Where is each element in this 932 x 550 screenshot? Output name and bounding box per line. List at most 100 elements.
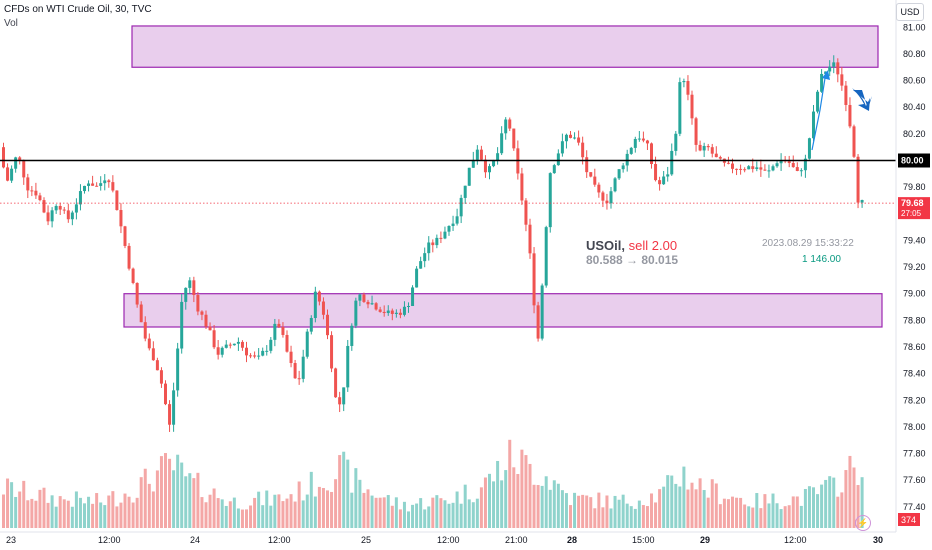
volume-bar [731, 496, 734, 528]
volume-bar [650, 493, 653, 528]
volume-bar [95, 493, 99, 528]
volume-bar [645, 506, 649, 528]
candle [512, 128, 516, 149]
volume-bar [301, 500, 305, 528]
candle [285, 334, 289, 352]
volume-bar [62, 499, 66, 528]
volume-bar [155, 470, 159, 528]
currency-button[interactable]: USD [896, 3, 924, 21]
y-tick-label: 79.00 [903, 289, 926, 299]
candle [107, 180, 111, 183]
candle [91, 183, 95, 186]
candle [496, 153, 500, 160]
candle [135, 282, 139, 305]
candle [159, 370, 163, 384]
volume-bar [682, 466, 686, 528]
volume-bar [74, 491, 78, 528]
candle [253, 355, 257, 357]
resistance-zone[interactable] [131, 25, 879, 68]
volume-bar [245, 509, 248, 528]
volume-indicator-label[interactable]: Vol [4, 18, 18, 29]
volume-bar [273, 494, 277, 528]
volume-bar [791, 496, 795, 528]
volume-bar [726, 499, 730, 528]
volume-bar [459, 503, 463, 528]
volume-bar [330, 491, 334, 528]
volume-bar [342, 451, 346, 528]
volume-bar [564, 493, 568, 528]
candle [625, 153, 629, 166]
volume-bar [305, 494, 309, 528]
candle [581, 142, 585, 158]
candle [690, 94, 694, 119]
candle [277, 323, 281, 327]
candle [176, 348, 180, 391]
candle [743, 169, 747, 171]
volume-bar [718, 504, 722, 528]
candle [759, 167, 763, 170]
volume-bar [180, 462, 184, 528]
support-zone[interactable] [123, 293, 883, 328]
candle [666, 174, 670, 177]
volume-bar [508, 439, 512, 528]
candle [74, 204, 78, 213]
candle [334, 368, 338, 398]
volume-bar [411, 504, 415, 528]
volume-bar [143, 468, 147, 528]
volume-bar [26, 500, 30, 528]
volume-bar [366, 489, 370, 528]
volume-bar [402, 501, 406, 528]
candle [261, 350, 265, 356]
candle [257, 355, 261, 357]
volume-bar [435, 495, 439, 528]
candle [431, 242, 435, 246]
volume-bar [382, 497, 386, 528]
candle [10, 168, 14, 181]
volume-bar [767, 503, 771, 528]
candle [402, 306, 406, 315]
candle [228, 344, 232, 346]
candle [281, 326, 285, 335]
candle [232, 343, 236, 346]
volume-bar [297, 481, 301, 528]
candle [415, 268, 419, 288]
candle [119, 210, 123, 227]
candle [216, 347, 220, 355]
volume-bar [285, 498, 289, 528]
volume-bar [702, 490, 706, 528]
candle [532, 253, 536, 306]
candle [317, 291, 321, 302]
volume-bar [111, 491, 115, 528]
candle [601, 192, 605, 201]
candle [394, 312, 398, 314]
volume-bar [479, 487, 483, 528]
volume-bar [690, 482, 694, 528]
candle [799, 170, 803, 172]
volume-bar [860, 477, 864, 528]
volume-bar [694, 489, 698, 528]
volume-bar [419, 498, 423, 528]
volume-bar [131, 502, 135, 528]
down-arrow-icon [852, 88, 870, 111]
candle [860, 200, 864, 203]
volume-bar [593, 508, 597, 528]
candle [350, 325, 354, 346]
volume-bar [601, 507, 605, 528]
volume-bar [848, 455, 852, 528]
candle [645, 140, 649, 144]
candle [609, 191, 613, 204]
volume-bar [836, 496, 840, 528]
candle [70, 212, 74, 220]
candle [718, 157, 722, 159]
candle [747, 166, 751, 170]
y-tick-label: 78.40 [903, 369, 926, 379]
candle [236, 341, 240, 344]
lightning-icon[interactable]: ⚡ [855, 515, 871, 531]
volume-bar [852, 467, 856, 528]
candle [192, 280, 196, 296]
candle [46, 212, 50, 222]
candle [370, 303, 374, 305]
volume-bar [415, 503, 419, 528]
candle [2, 147, 5, 168]
